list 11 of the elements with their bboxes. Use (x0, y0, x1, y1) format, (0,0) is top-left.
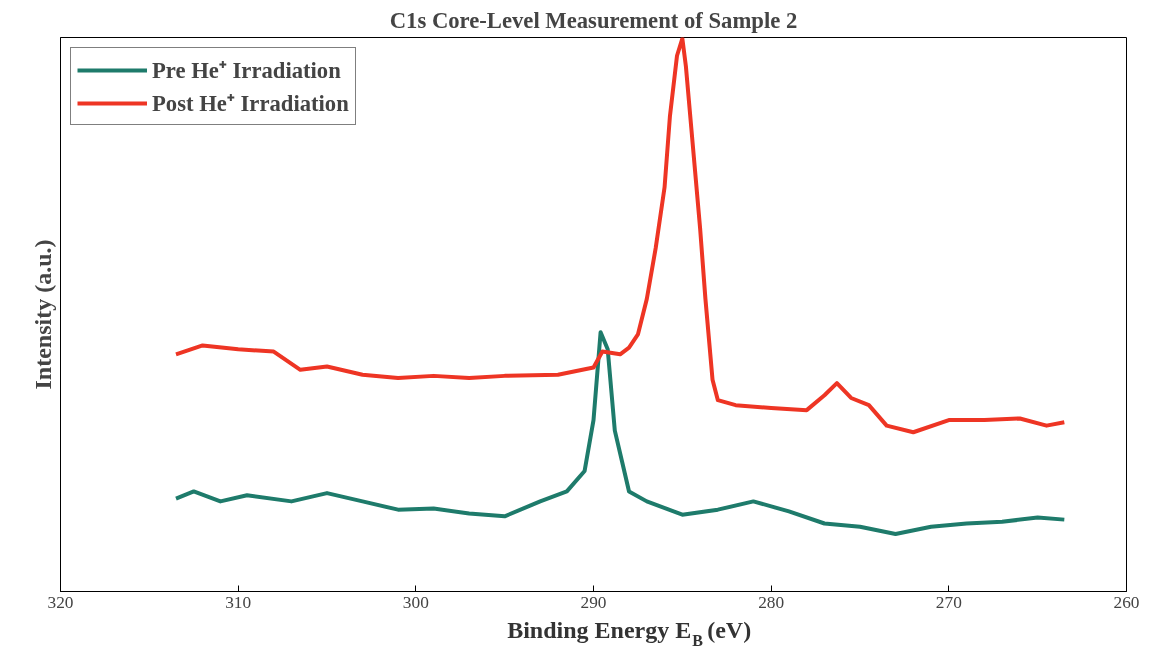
x-tick-label: 280 (758, 592, 785, 612)
x-tick-label: 260 (1113, 592, 1140, 612)
legend-label: Pre He⁺ Irradiation (152, 57, 341, 85)
x-tick-label: 320 (47, 592, 74, 612)
x-tick-label: 290 (580, 592, 607, 612)
legend-label: Post He⁺ Irradiation (152, 90, 349, 118)
chart-title: C1s Core-Level Measurement of Sample 2 (389, 7, 798, 33)
x-tick-label: 310 (225, 592, 252, 612)
x-tick-label: 270 (935, 592, 962, 612)
x-tick-label: 300 (402, 592, 429, 612)
y-axis-title: Intensity (a.u.) (29, 239, 56, 390)
